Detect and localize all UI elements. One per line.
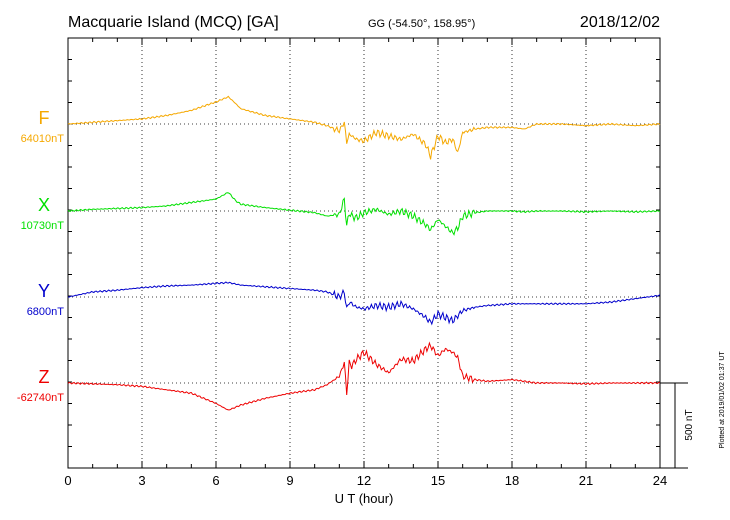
coordinates-label: GG (-54.50°, 158.95°) <box>368 18 475 30</box>
date-label: 2018/12/02 <box>580 14 660 31</box>
x-tick-label: 3 <box>138 473 145 488</box>
series-name-y: Y <box>38 281 50 301</box>
series-line-x <box>67 192 660 236</box>
x-tick-label: 18 <box>505 473 519 488</box>
series-line-y <box>67 281 661 326</box>
series-name-f: F <box>39 108 50 128</box>
x-tick-labels: 0 3 6 9 12 15 18 21 24 <box>64 473 667 488</box>
series-baseline-y: 6800nT <box>27 306 65 318</box>
scale-bar-label: 500 nT <box>684 409 695 440</box>
series-line-z <box>67 341 661 411</box>
plotted-at-note: Plotted at 2019/01/02 01:37 UT <box>719 351 726 449</box>
series-line-f <box>67 95 661 160</box>
series-name-z: Z <box>39 367 50 387</box>
series-name-x: X <box>38 195 50 215</box>
scale-bar: 500 nT <box>660 382 695 469</box>
grid-lines <box>68 38 660 468</box>
series-baseline-z: -62740nT <box>17 392 64 404</box>
x-axis-label: U T (hour) <box>335 491 394 506</box>
x-tick-label: 9 <box>286 473 293 488</box>
x-tick-label: 24 <box>653 473 667 488</box>
series-labels: F 64010nT X 10730nT Y 6800nT Z -62740nT <box>17 108 64 404</box>
station-title: Macquarie Island (MCQ) [GA] <box>68 14 279 31</box>
series-baseline-f: 64010nT <box>21 133 65 145</box>
x-tick-label: 15 <box>431 473 445 488</box>
x-tick-label: 6 <box>212 473 219 488</box>
series-layer <box>67 95 661 411</box>
x-tick-label: 0 <box>64 473 71 488</box>
series-baseline-x: 10730nT <box>21 220 65 232</box>
x-tick-label: 12 <box>357 473 371 488</box>
x-tick-label: 21 <box>579 473 593 488</box>
